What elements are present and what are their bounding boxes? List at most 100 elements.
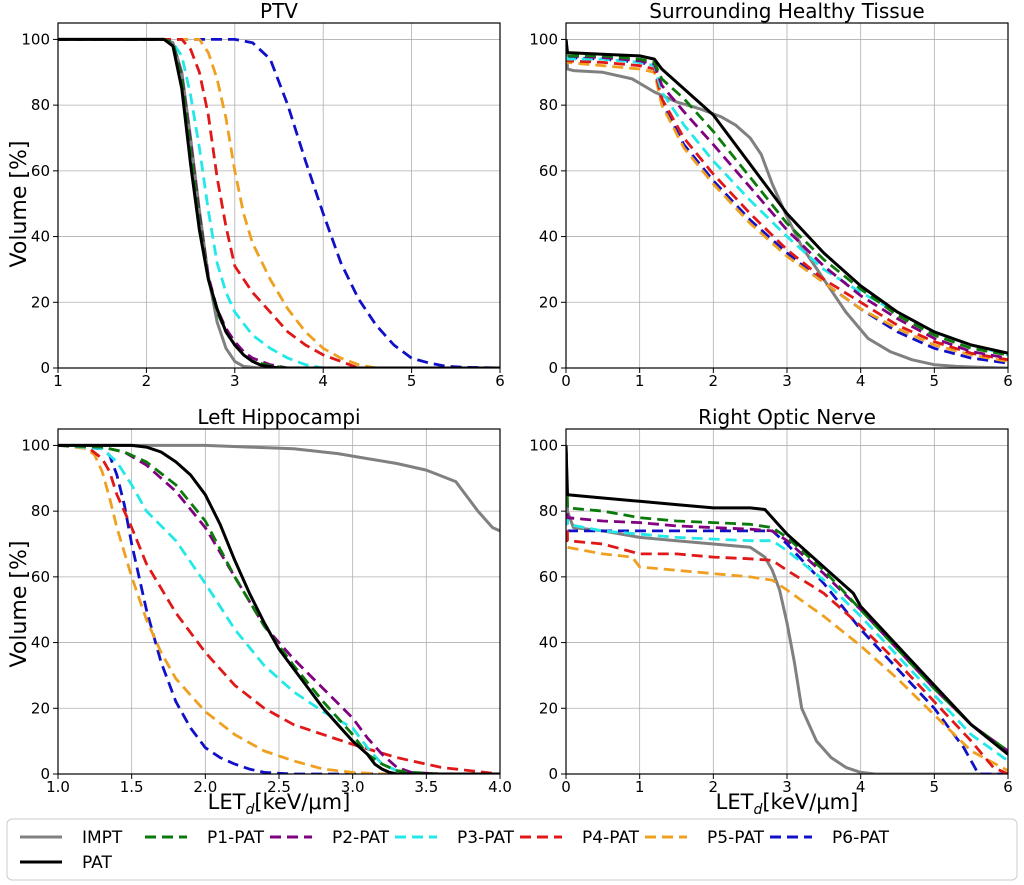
legend-item-impt: IMPT	[20, 828, 123, 848]
y-tick-label: 80	[31, 96, 50, 114]
legend-item-pat: PAT	[20, 853, 112, 873]
y-tick-label: 60	[31, 568, 50, 586]
series-line-pat	[566, 445, 1008, 756]
x-tick-label: 6	[495, 372, 505, 390]
y-tick-label: 0	[548, 359, 558, 377]
x-axis-label-unit: [keV/μm]	[254, 790, 350, 814]
series-line-p3-pat	[566, 445, 1008, 763]
x-tick-label: 2	[709, 372, 719, 390]
series-line-p4-pat	[58, 38, 500, 368]
series-group	[566, 445, 1008, 774]
series-line-pat	[58, 37, 500, 368]
legend-label: P2-PAT	[332, 828, 390, 848]
x-axis-label-left: LETd[keV/μm]	[208, 790, 351, 818]
x-tick-label: 1.0	[46, 778, 70, 796]
y-tick-label: 80	[539, 502, 558, 520]
panel-title: Surrounding Healthy Tissue	[649, 0, 924, 23]
y-tick-label: 80	[31, 502, 50, 520]
x-axis-label-sub: d	[753, 802, 762, 818]
plot-area	[58, 23, 500, 368]
legend-item-p6-pat: P6-PAT	[770, 828, 890, 848]
x-tick-label: 5	[407, 372, 417, 390]
x-tick-label: 2	[142, 372, 152, 390]
x-tick-label: 5	[930, 778, 940, 796]
x-tick-label: 3	[782, 372, 792, 390]
series-line-p3-pat	[58, 38, 500, 368]
x-axis-label-right: LETd[keV/μm]	[716, 790, 859, 818]
series-line-p4-pat	[58, 444, 500, 774]
y-tick-label: 40	[539, 634, 558, 652]
legend-label: P6-PAT	[832, 828, 890, 848]
panel-left-hippocampi: 1.0 1.5 2.0 2.5 3.0 3.5 4.0 0 20 40 60 80 100 Left Hi…	[21, 405, 512, 796]
x-axis-label-sub: d	[245, 802, 254, 818]
series-line-p6-pat	[58, 38, 500, 368]
series-line-pat	[566, 39, 1008, 355]
x-tick-label: 4	[856, 778, 866, 796]
legend-label: IMPT	[82, 828, 123, 848]
panel-title: PTV	[260, 0, 298, 23]
series-group	[58, 37, 500, 368]
x-tick-label: 3.0	[341, 778, 365, 796]
y-tick-label: 100	[21, 30, 50, 48]
legend-item-p4-pat: P4-PAT	[520, 828, 640, 848]
series-line-p6-pat	[566, 445, 1008, 774]
x-tick-label: 4	[318, 372, 328, 390]
series-line-p5-pat	[566, 445, 1008, 772]
y-tick-label: 100	[529, 436, 558, 454]
series-group	[58, 443, 500, 774]
y-tick-label: 40	[31, 228, 50, 246]
series-line-p1-pat	[566, 445, 1008, 753]
x-tick-label: 0	[561, 372, 571, 390]
series-line-p4-pat	[566, 39, 1008, 362]
x-tick-label: 3	[782, 778, 792, 796]
y-tick-label: 60	[31, 162, 50, 180]
y-tick-label: 100	[529, 30, 558, 48]
x-tick-label: 3	[230, 372, 240, 390]
series-line-p6-pat	[58, 444, 500, 774]
series-line-p1-pat	[58, 444, 500, 774]
series-line-p1-pat	[566, 39, 1008, 357]
y-tick-label: 0	[40, 765, 50, 783]
legend-item-p5-pat: P5-PAT	[645, 828, 765, 848]
series-line-p5-pat	[58, 38, 500, 368]
y-tick-label: 60	[539, 162, 558, 180]
x-tick-label: 5	[930, 372, 940, 390]
x-tick-label: 6	[1003, 372, 1013, 390]
panel-title: Left Hippocampi	[197, 405, 360, 429]
y-tick-label: 20	[31, 293, 50, 311]
y-tick-label: 60	[539, 568, 558, 586]
y-tick-label: 0	[548, 765, 558, 783]
x-tick-label: 4.0	[488, 778, 512, 796]
y-tick-label: 20	[539, 293, 558, 311]
series-line-p5-pat	[58, 444, 500, 774]
y-axis-label-top: Volume [%]	[7, 141, 32, 268]
series-line-p5-pat	[566, 39, 1008, 363]
x-axis-label-unit: [keV/μm]	[762, 790, 858, 814]
x-tick-label: 1.5	[120, 778, 144, 796]
series-line-impt	[58, 443, 500, 533]
x-tick-label: 3.5	[414, 778, 438, 796]
series-line-p2-pat	[566, 39, 1008, 360]
series-group	[566, 39, 1008, 368]
y-tick-label: 100	[21, 436, 50, 454]
x-tick-label: 2	[709, 778, 719, 796]
y-axis-label-bottom: Volume [%]	[7, 541, 32, 668]
y-tick-label: 80	[539, 96, 558, 114]
x-tick-label: 0	[561, 778, 571, 796]
legend-item-p1-pat: P1-PAT	[145, 828, 265, 848]
x-tick-label: 1	[53, 372, 63, 390]
legend-label: P3-PAT	[457, 828, 515, 848]
x-axis-label-main: LET	[208, 790, 246, 814]
legend-label: P4-PAT	[582, 828, 640, 848]
x-tick-label: 1	[635, 778, 645, 796]
x-axis-label-main: LET	[716, 790, 754, 814]
legend-frame	[6, 818, 1018, 881]
legend-label: P5-PAT	[707, 828, 765, 848]
y-tick-label: 40	[31, 634, 50, 652]
series-line-pat	[58, 443, 500, 774]
y-tick-label: 20	[539, 699, 558, 717]
